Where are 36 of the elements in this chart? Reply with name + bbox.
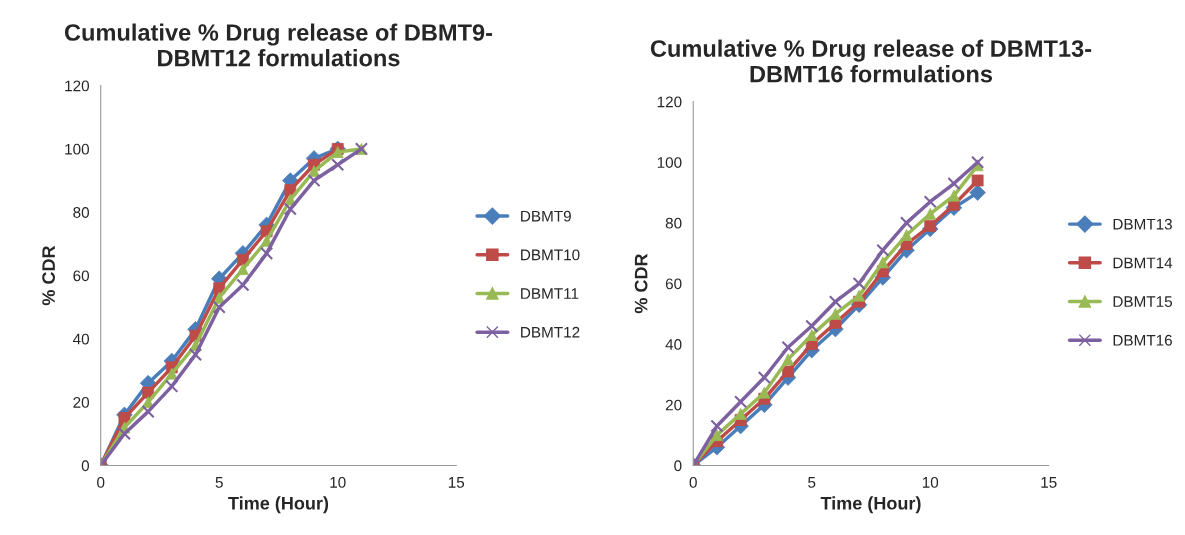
y-axis-title: % CDR (634, 253, 648, 314)
y-tick-label: 80 (73, 207, 90, 218)
legend-label: DBMT12 (521, 326, 580, 338)
legend-label: DBMT10 (521, 249, 580, 261)
y-tick-label: 0 (81, 460, 90, 472)
y-tick-label: 120 (657, 96, 682, 108)
y-tick-label: 100 (65, 143, 90, 155)
y-tick-label: 60 (665, 278, 682, 290)
y-tick-label: 20 (665, 399, 682, 411)
y-axis-title: % CDR (42, 245, 55, 306)
y-tick-label: 0 (674, 460, 682, 472)
legend-label: DBMT9 (521, 210, 571, 222)
y-tick-label: 40 (665, 339, 682, 350)
x-tick-label: 10 (922, 476, 939, 488)
legend-label: DBMT16 (1113, 334, 1172, 346)
x-axis-title: Time (Hour) (228, 496, 329, 514)
x-tick-label: 15 (448, 477, 465, 488)
x-tick-label: 5 (808, 477, 816, 488)
legend-label: DBMT15 (1113, 296, 1172, 307)
x-axis-title: Time (Hour) (820, 496, 921, 514)
legend-label: DBMT11 (521, 288, 579, 299)
x-tick-label: 10 (330, 476, 346, 488)
chart-title: Cumulative % Drug release of DBMT9- DBMT12 formulations (64, 23, 493, 67)
y-tick-label: 100 (657, 157, 682, 168)
y-tick-label: 60 (73, 270, 90, 282)
y-tick-label: 40 (72, 333, 90, 345)
y-tick-label: 20 (73, 397, 90, 408)
x-tick-label: 0 (97, 476, 105, 488)
x-tick-label: 0 (689, 476, 697, 488)
y-tick-label: 120 (65, 80, 90, 92)
x-tick-label: 15 (1041, 477, 1057, 488)
legend-label: DBMT13 (1113, 218, 1172, 230)
x-tick-label: 5 (215, 477, 223, 488)
legend-label: DBMT14 (1113, 257, 1173, 269)
chart-title: Cumulative % Drug release of DBMT13- DBMT16 formulations (650, 39, 1092, 83)
y-tick-label: 80 (665, 217, 682, 229)
